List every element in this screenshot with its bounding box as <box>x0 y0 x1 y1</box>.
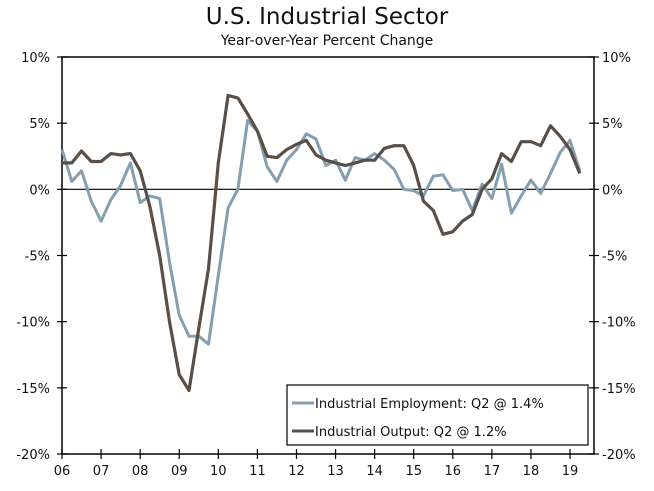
y-tick-label-right: -5% <box>602 250 627 265</box>
y-tick-label-left: -10% <box>16 316 50 331</box>
y-tick-label-right: 5% <box>602 117 623 132</box>
x-tick-label: 15 <box>405 464 422 479</box>
chart-title: U.S. Industrial Sector <box>205 4 449 30</box>
legend-box <box>286 384 589 446</box>
x-tick-label: 11 <box>249 464 266 479</box>
y-tick-label-left: 0% <box>29 183 50 198</box>
y-tick-label-left: -15% <box>16 382 50 397</box>
y-tick-label-left: -5% <box>25 250 50 265</box>
series-line-output <box>62 93 582 393</box>
x-tick-label: 16 <box>445 464 462 479</box>
y-tick-label-right: 10% <box>602 51 631 66</box>
legend-label: Industrial Output: Q2 @ 1.2% <box>315 425 507 440</box>
y-tick-label-right: -10% <box>602 316 636 331</box>
y-tick-label-right: -15% <box>602 382 636 397</box>
y-tick-label-left: 5% <box>29 117 50 132</box>
chart-subtitle: Year-over-Year Percent Change <box>220 33 434 49</box>
x-tick-label: 19 <box>562 464 579 479</box>
y-tick-label-right: 0% <box>602 183 623 198</box>
x-tick-label: 18 <box>523 464 540 479</box>
legend-label: Industrial Employment: Q2 @ 1.4% <box>315 397 544 412</box>
x-tick-label: 12 <box>288 464 305 479</box>
x-tick-label: 08 <box>132 464 149 479</box>
y-tick-label-right: -20% <box>602 448 636 463</box>
x-tick-label: 14 <box>366 464 383 479</box>
x-tick-label: 06 <box>54 464 71 479</box>
x-tick-label: 09 <box>171 464 188 479</box>
x-tick-label: 10 <box>210 464 227 479</box>
x-tick-label: 17 <box>484 464 501 479</box>
x-tick-label: 13 <box>327 464 344 479</box>
x-tick-label: 07 <box>93 464 110 479</box>
y-tick-label-left: 10% <box>21 51 50 66</box>
y-tick-label-left: -20% <box>16 448 50 463</box>
